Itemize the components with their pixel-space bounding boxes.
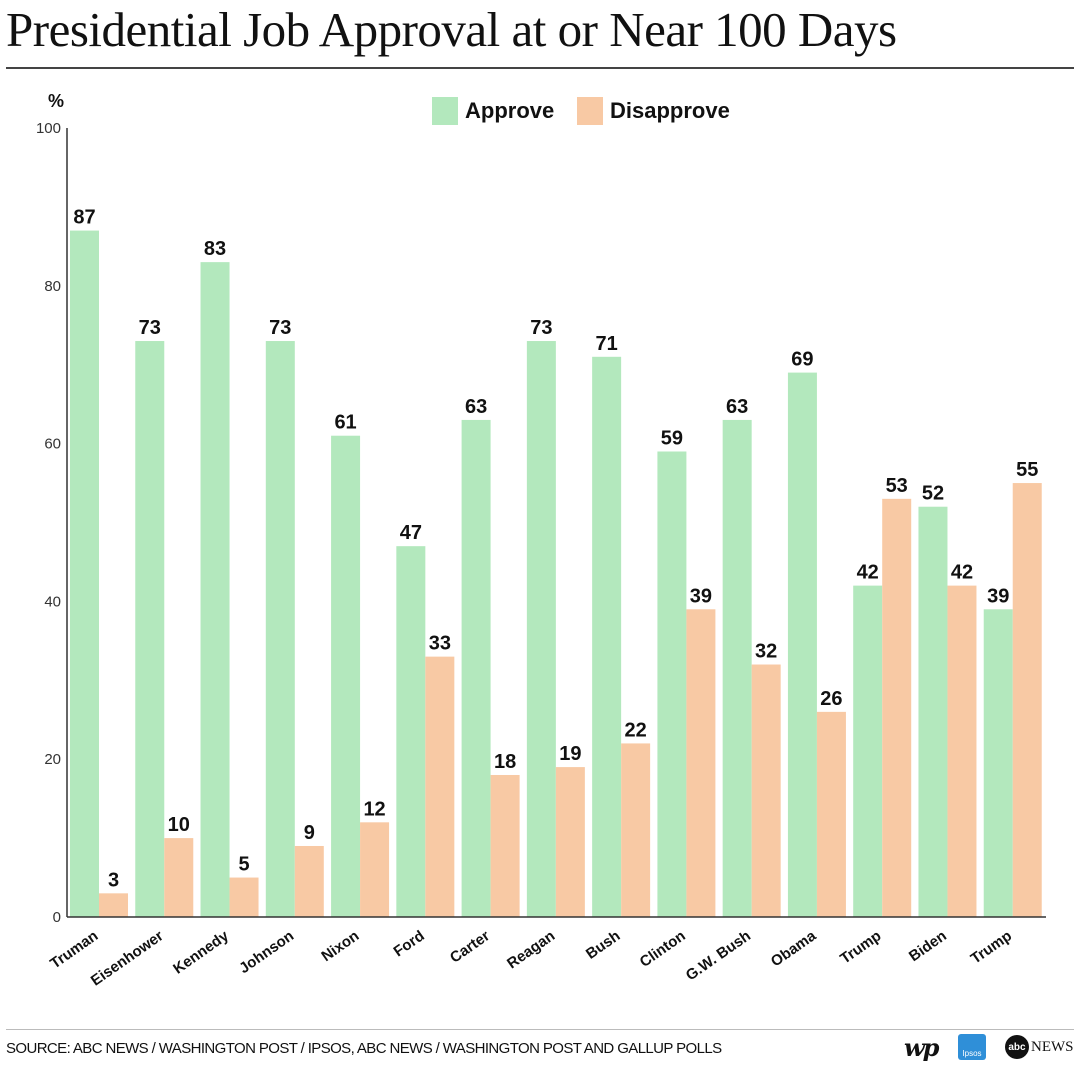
x-tick-label: Kennedy: [170, 927, 232, 978]
disapprove-value-label: 39: [690, 585, 712, 607]
y-tick-label: 20: [44, 751, 61, 768]
approve-bar-ford: [396, 546, 426, 917]
y-tick-label: 60: [44, 436, 61, 453]
legend-label-disapprove: Disapprove: [610, 98, 730, 123]
approve-bar-kennedy: [200, 262, 230, 917]
disapprove-value-label: 33: [429, 633, 451, 655]
approve-bar-biden: [918, 506, 948, 917]
legend: Approve Disapprove: [432, 97, 730, 125]
legend-label-approve: Approve: [465, 98, 554, 123]
approve-bar-reagan: [526, 341, 556, 917]
y-tick-label: 0: [53, 909, 61, 926]
approve-value-label: 59: [661, 427, 683, 449]
chart-title: Presidential Job Approval at or Near 100…: [6, 2, 897, 57]
x-tick-label: Biden: [906, 927, 950, 965]
washington-post-logo: wp: [904, 1032, 939, 1062]
approve-bar-nixon: [331, 435, 361, 917]
y-tick-label: 80: [44, 278, 61, 295]
disapprove-bar-kennedy: [229, 877, 259, 917]
approve-value-label: 69: [791, 349, 813, 371]
disapprove-value-label: 18: [494, 751, 516, 773]
disapprove-bar-reagan: [555, 767, 585, 917]
approve-value-label: 39: [987, 585, 1009, 607]
x-tick-label: Bush: [583, 927, 623, 962]
disapprove-value-label: 19: [559, 743, 581, 765]
disapprove-bar-bush: [621, 743, 651, 917]
x-tick-label: Nixon: [318, 927, 362, 965]
disapprove-bar-ford: [425, 656, 455, 917]
approve-value-label: 73: [269, 317, 291, 339]
approve-value-label: 42: [857, 562, 879, 584]
y-axis: 0 20 40 60 80 100%: [36, 91, 68, 926]
disapprove-value-label: 53: [886, 475, 908, 497]
disapprove-bar-g-w-bush: [751, 664, 781, 917]
approve-bar-clinton: [657, 451, 687, 917]
x-tick-label: Clinton: [637, 927, 689, 971]
disapprove-bar-eisenhower: [164, 838, 194, 917]
approve-bar-eisenhower: [135, 341, 165, 917]
approve-value-label: 83: [204, 238, 226, 260]
approve-value-label: 63: [726, 396, 748, 418]
disapprove-bar-trump: [1012, 483, 1042, 917]
x-tick-label: Ford: [391, 927, 428, 960]
x-tick-label: Reagan: [504, 927, 558, 972]
disapprove-value-label: 5: [238, 854, 249, 876]
approve-bar-bush: [592, 356, 622, 917]
y-tick-label: 40: [44, 593, 61, 610]
disapprove-value-label: 32: [755, 641, 777, 663]
disapprove-bar-carter: [490, 774, 520, 917]
approve-value-label: 87: [73, 207, 95, 229]
x-tick-label: G.W. Bush: [683, 927, 754, 984]
x-tick-label: Trump: [968, 927, 1015, 967]
abc-news-logo: abc NEWS: [1005, 1034, 1074, 1060]
approve-bar-trump: [853, 585, 883, 917]
approve-value-label: 47: [400, 522, 422, 544]
title-divider: [6, 67, 1074, 69]
approve-bar-truman: [70, 230, 99, 917]
footer-divider: [6, 1029, 1074, 1030]
legend-swatch-disapprove: [577, 97, 603, 125]
disapprove-bar-obama: [816, 711, 846, 917]
x-tick-label: Eisenhower: [88, 927, 167, 989]
disapprove-bar-johnson: [294, 845, 324, 917]
x-tick-label: Truman: [47, 927, 101, 972]
y-axis-label: %: [48, 91, 64, 111]
x-tick-label: Trump: [837, 927, 884, 967]
x-tick-label: Johnson: [236, 927, 297, 977]
ipsos-logo: Ipsos: [958, 1034, 986, 1060]
approve-value-label: 73: [530, 317, 552, 339]
approve-bar-trump: [983, 609, 1013, 917]
value-labels: 87 3 73 10 83 5 73 9 61 12 47 33 63 18 73 19 71 22 59 39 63 3…: [73, 207, 1038, 892]
source-note: SOURCE: ABC NEWS / WASHINGTON POST / IPS…: [6, 1040, 722, 1057]
disapprove-value-label: 12: [363, 798, 385, 820]
disapprove-bar-clinton: [686, 609, 716, 917]
approve-bar-carter: [461, 419, 491, 917]
y-tick-label: 100: [36, 120, 61, 137]
disapprove-bar-truman: [99, 893, 128, 917]
approve-value-label: 73: [139, 317, 161, 339]
x-tick-label: Obama: [768, 927, 820, 970]
disapprove-value-label: 22: [625, 719, 647, 741]
disapprove-value-label: 9: [304, 822, 315, 844]
approve-bar-obama: [787, 372, 817, 918]
disapprove-value-label: 55: [1016, 459, 1038, 481]
disapprove-value-label: 3: [108, 869, 119, 891]
disapprove-bar-trump: [882, 498, 912, 917]
approve-value-label: 71: [596, 333, 618, 355]
disapprove-value-label: 42: [951, 562, 973, 584]
approve-value-label: 52: [922, 483, 944, 505]
disapprove-bar-nixon: [360, 822, 390, 917]
approve-value-label: 61: [334, 412, 356, 434]
disapprove-value-label: 10: [168, 814, 190, 836]
approve-bar-johnson: [265, 341, 295, 917]
disapprove-bar-biden: [947, 585, 977, 917]
approve-value-label: 63: [465, 396, 487, 418]
disapprove-value-label: 26: [820, 688, 842, 710]
bars: [70, 230, 1042, 918]
x-tick-label: Carter: [447, 927, 493, 966]
legend-swatch-approve: [432, 97, 458, 125]
approve-bar-g-w-bush: [722, 419, 752, 917]
